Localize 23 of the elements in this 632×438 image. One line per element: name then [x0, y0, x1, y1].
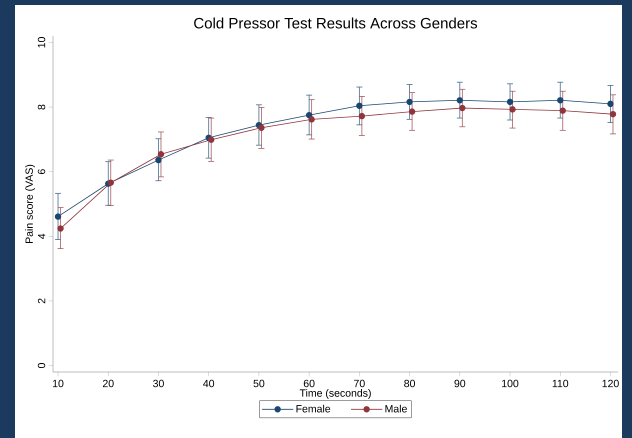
y-tick-label: 0 [38, 363, 46, 368]
chart-title: Cold Pressor Test Results Across Genders [194, 17, 478, 28]
x-axis-title: Time (seconds) [300, 389, 371, 399]
x-tick-label: 80 [404, 380, 416, 388]
y-axis-title: Pain score (VAS) [25, 164, 35, 244]
x-tick-label: 110 [552, 380, 568, 388]
x-tick-label: 10 [52, 380, 64, 388]
y-tick-label: 2 [38, 298, 46, 304]
legend-label: Female [296, 404, 330, 412]
x-tick-label: 90 [454, 380, 466, 388]
x-tick-label: 50 [253, 380, 264, 388]
y-tick-label: 8 [38, 104, 46, 110]
y-tick-label: 4 [38, 234, 46, 239]
y-tick-label: 6 [38, 169, 46, 174]
x-tick-label: 40 [203, 380, 214, 388]
legend-label: Male [385, 404, 407, 412]
x-tick-label: 120 [602, 380, 619, 388]
x-tick-label: 70 [354, 380, 365, 388]
x-tick-label: 100 [502, 380, 518, 388]
y-tick-label: 10 [38, 37, 46, 48]
x-tick-label: 20 [102, 380, 114, 388]
x-tick-label: 60 [304, 380, 315, 388]
x-tick-label: 30 [153, 380, 164, 388]
